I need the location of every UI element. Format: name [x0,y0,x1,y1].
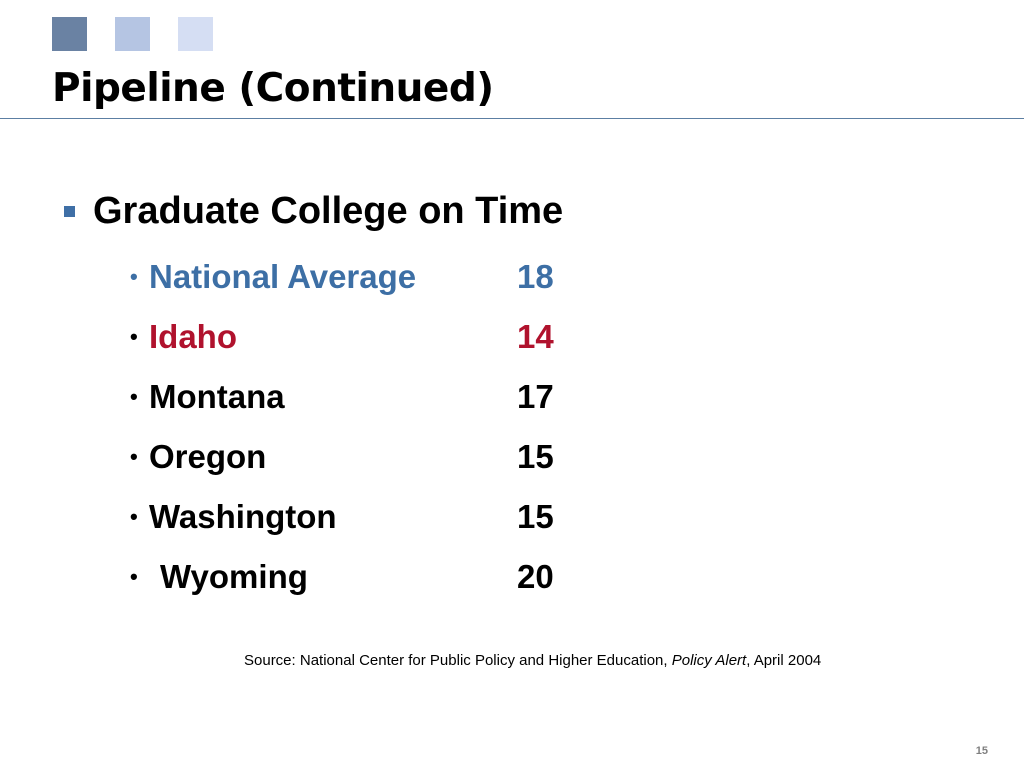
main-bullet-text: Graduate College on Time [93,190,564,232]
item-value: 17 [517,378,554,415]
item-label: Idaho [149,318,237,355]
item-label: Washington [149,498,337,535]
item-label: Montana [149,378,285,415]
item-label: Wyoming [160,558,308,595]
list-item-montana: • Montana 17 [130,372,590,432]
state-list: • National Average 18 • Idaho 14 • Monta… [130,252,590,612]
square-bullet-icon [64,206,75,217]
bullet-dot-icon: • [130,384,138,409]
slide-title: Pipeline (Continued) [52,66,494,111]
bullet-dot-icon: • [130,264,138,289]
item-value: 15 [517,498,554,535]
source-publication: Policy Alert [671,652,747,669]
bullet-dot-icon: • [130,444,138,469]
bullet-dot-icon: • [130,564,138,589]
title-divider [0,118,1024,119]
item-value: 15 [517,438,554,475]
item-value: 20 [517,558,554,595]
decorative-square-2 [115,17,150,51]
item-value: 18 [517,258,554,295]
item-label: National Average [149,258,417,295]
bullet-dot-icon: • [130,504,138,529]
list-item-oregon: • Oregon 15 [130,432,590,492]
list-item-washington: • Washington 15 [130,492,590,552]
bullet-dot-icon: • [130,324,138,349]
page-number: 15 [975,745,988,757]
decorative-square-3 [178,17,213,51]
list-item-idaho: • Idaho 14 [130,312,590,372]
list-item-national-average: • National Average 18 [130,252,590,312]
list-item-wyoming: • Wyoming 20 [130,552,590,612]
source-suffix: , April 2004 [746,652,822,669]
source-citation: Source: National Center for Public Polic… [244,652,821,669]
source-prefix: Source: National Center for Public Polic… [244,652,672,669]
item-label: Oregon [149,438,267,475]
item-value: 14 [517,318,554,355]
decorative-square-1 [52,17,87,51]
